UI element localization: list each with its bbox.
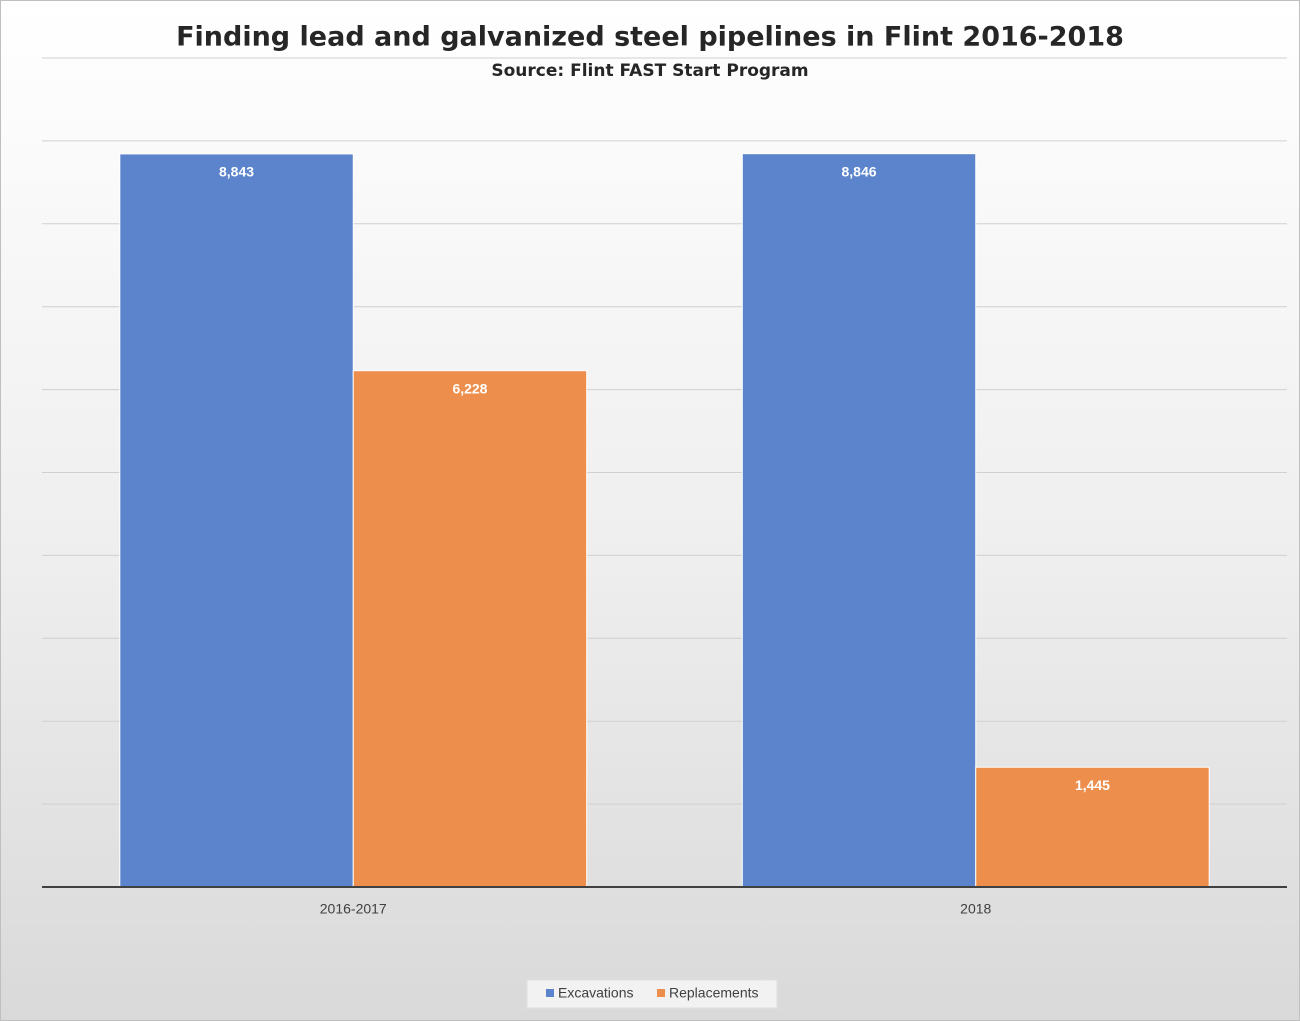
legend-label: Excavations [558, 985, 633, 1001]
legend-box [526, 979, 778, 1009]
x-tick-label: 2016-2017 [320, 901, 387, 917]
chart-title: Finding lead and galvanized steel pipeli… [176, 22, 1124, 53]
bar [352, 370, 588, 888]
data-label: 1,445 [1075, 777, 1110, 793]
bar [119, 153, 354, 888]
legend-swatch [657, 989, 665, 997]
bar [975, 766, 1210, 888]
legend-swatch [546, 989, 554, 997]
data-label: 6,228 [452, 380, 487, 396]
bar [741, 153, 977, 888]
legend-label: Replacements [669, 985, 759, 1001]
x-tick-label: 2018 [960, 901, 991, 917]
data-label: 8,846 [842, 163, 877, 179]
chart-subtitle: Source: Flint FAST Start Program [491, 61, 808, 81]
data-label: 8,843 [219, 164, 254, 180]
